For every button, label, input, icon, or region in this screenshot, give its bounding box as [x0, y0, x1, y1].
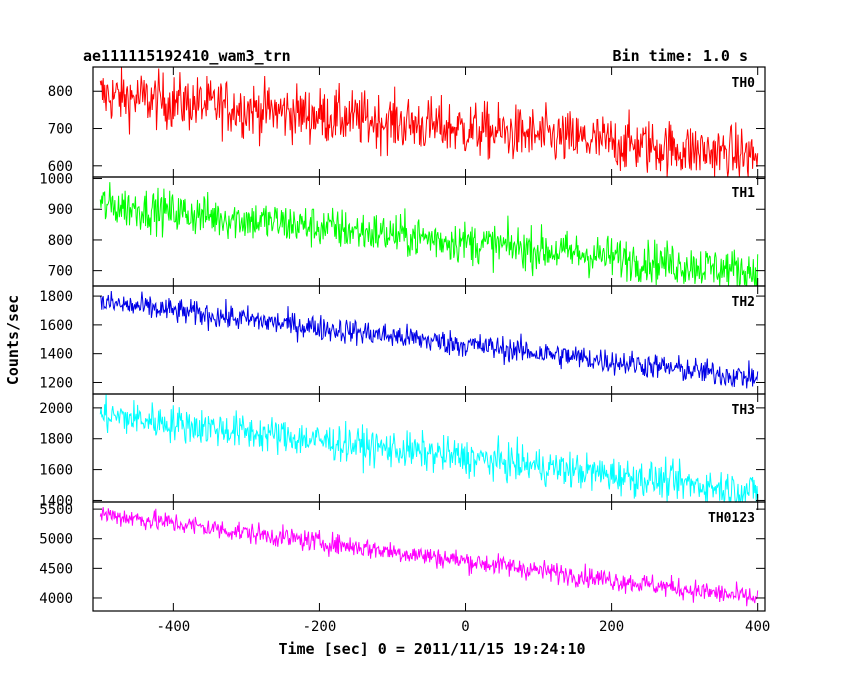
panel-th3: 1400 1600 1800 2000 TH3	[39, 393, 766, 509]
series-line-th0	[99, 66, 759, 178]
y-tick-label: 1400	[39, 347, 73, 363]
y-tick-label: 1800	[39, 289, 73, 305]
series-label: TH3	[732, 403, 755, 418]
panel-th0: 600 700 800 TH0	[48, 66, 766, 178]
y-tick-label: 1000	[39, 172, 73, 188]
y-tick-label: 1800	[39, 432, 73, 448]
chart-title: ae111115192410_wam3_trn	[83, 47, 291, 65]
panels: 600 700 800 TH0 700 800 900 1000 TH1 1200 1400 1600…	[39, 66, 766, 612]
series-label: TH2	[732, 295, 755, 310]
series-label: TH1	[732, 186, 756, 201]
panel-th0123: 4000 4500 5000 5500 TH0123	[39, 501, 766, 612]
series-label: TH0	[732, 76, 756, 91]
bin-time-label: Bin time: 1.0 s	[613, 47, 748, 65]
x-axis-label: Time [sec] 0 = 2011/11/15 19:24:10	[278, 640, 585, 658]
x-tick-label: -200	[303, 619, 337, 635]
panel-th1: 700 800 900 1000 TH1	[39, 172, 766, 287]
y-tick-label: 1600	[39, 463, 73, 479]
y-tick-label: 600	[48, 159, 73, 175]
y-tick-label: 2000	[39, 401, 73, 417]
x-axis-ticks: -400 -200 0 200 400	[156, 619, 770, 635]
y-tick-label: 1600	[39, 318, 73, 334]
y-axis-label: Counts/sec	[4, 295, 22, 385]
y-tick-label: 4500	[39, 561, 73, 577]
x-tick-label: 400	[745, 619, 770, 635]
x-tick-label: -400	[156, 619, 190, 635]
panel-th2: 1200 1400 1600 1800 TH2	[39, 285, 766, 395]
panel-frame	[92, 501, 766, 612]
series-label: TH0123	[708, 511, 755, 526]
series-line-th1	[99, 182, 759, 287]
y-tick-label: 1200	[39, 375, 73, 391]
series-line-th3	[99, 394, 759, 503]
x-tick-label: 200	[599, 619, 624, 635]
x-tick-label: 0	[461, 619, 469, 635]
y-tick-label: 700	[48, 122, 73, 138]
y-tick-label: 5000	[39, 532, 73, 548]
y-tick-label: 800	[48, 233, 73, 249]
series-line-th2	[99, 290, 759, 389]
y-tick-label: 700	[48, 264, 73, 280]
y-tick-label: 5500	[39, 502, 73, 518]
series-line-th0123	[99, 507, 759, 607]
y-tick-label: 900	[48, 202, 73, 218]
y-tick-label: 1400	[39, 493, 73, 509]
y-tick-label: 800	[48, 84, 73, 100]
y-tick-label: 4000	[39, 591, 73, 607]
